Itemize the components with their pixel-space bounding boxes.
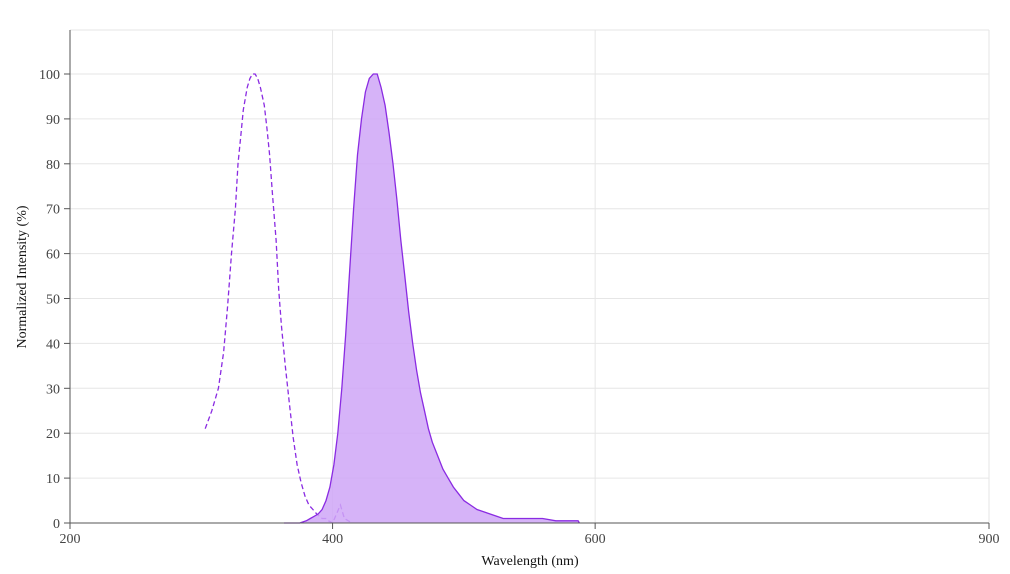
series-layer [204,73,580,524]
y-tick-label: 50 [46,293,60,308]
x-tick-label: 400 [322,532,343,547]
x-axis-title: Wavelength (nm) [481,554,579,569]
emission-curve [284,73,580,524]
x-tick-label: 900 [979,532,1000,547]
grid-lines [70,29,990,523]
x-tick-label: 600 [585,532,606,547]
y-tick-label: 0 [53,517,60,532]
emission-area [284,74,580,523]
y-tick-label: 20 [46,427,60,442]
y-tick-label: 30 [46,382,60,397]
y-tick-label: 90 [46,113,60,128]
y-tick-label: 80 [46,158,60,173]
y-axis-title: Normalized Intensity (%) [15,205,30,348]
y-tick-label: 60 [46,248,60,263]
axes: 0 10 20 30 40 50 60 70 80 90 100 200 400 600 900 [39,30,1000,547]
x-tick-label: 200 [60,532,81,547]
y-tick-label: 10 [46,472,60,487]
y-tick-label: 100 [39,68,60,83]
excitation-curve [204,73,353,524]
y-tick-label: 40 [46,337,60,352]
y-tick-label: 70 [46,203,60,218]
